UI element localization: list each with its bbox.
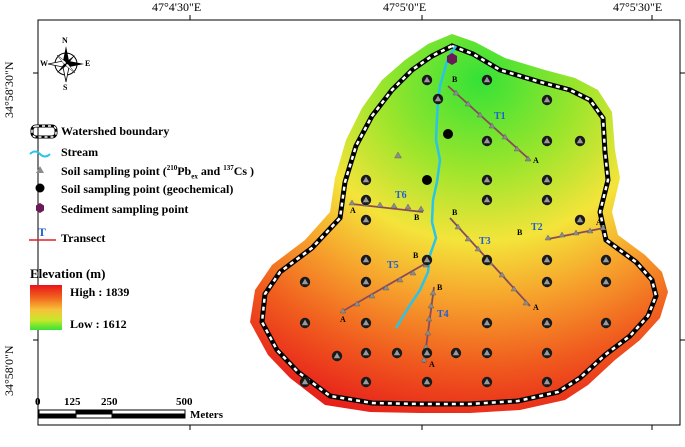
scale-tick-250: 250 bbox=[101, 396, 118, 408]
legend-stream-symbol bbox=[29, 150, 51, 158]
grid-sample-point bbox=[541, 94, 553, 106]
svg-text:A: A bbox=[429, 360, 435, 369]
scale-tick-125: 125 bbox=[64, 396, 81, 408]
elevation-title: Elevation (m) bbox=[30, 266, 106, 281]
transect-label-t2: T2 bbox=[531, 222, 543, 233]
longitude-label-3: 47°5'30"E bbox=[613, 0, 663, 14]
grid-sample-point bbox=[432, 93, 444, 105]
svg-text:B: B bbox=[413, 251, 419, 260]
scale-unit: Meters bbox=[190, 409, 223, 421]
legend-hexagon-symbol bbox=[36, 203, 44, 213]
grid-sample-point bbox=[574, 135, 586, 147]
scale-bar bbox=[38, 409, 186, 419]
grid-sample-point bbox=[360, 347, 372, 359]
grid-sample-point bbox=[421, 347, 433, 359]
legend-sediment-label: Sediment sampling point bbox=[61, 202, 189, 216]
grid-sample-point bbox=[360, 214, 372, 226]
grid-sample-point bbox=[360, 194, 372, 206]
grid-sample-point bbox=[541, 317, 553, 329]
grid-sample-point bbox=[600, 317, 612, 329]
grid-sample-point bbox=[450, 347, 462, 359]
legend-boundary-symbol bbox=[30, 124, 58, 139]
grid-sample-point bbox=[541, 194, 553, 206]
legend-triangle-symbol bbox=[36, 166, 44, 173]
svg-text:A: A bbox=[596, 218, 602, 227]
svg-text:B: B bbox=[414, 213, 420, 222]
grid-sample-point bbox=[360, 174, 372, 186]
grid-sample-point bbox=[360, 376, 372, 388]
grid-sample-point bbox=[541, 276, 553, 288]
grid-sample-point bbox=[481, 376, 493, 388]
transect-label-t3: T3 bbox=[479, 236, 491, 247]
grid-sample-point bbox=[391, 347, 403, 359]
grid-sample-point bbox=[481, 135, 493, 147]
grid-sample-point bbox=[481, 74, 493, 86]
longitude-label-1: 47°4'30"E bbox=[152, 0, 202, 14]
elevation-low-label: Low : 1612 bbox=[70, 317, 127, 331]
svg-text:A: A bbox=[533, 156, 539, 165]
elevation-color-ramp bbox=[30, 285, 62, 330]
grid-sample-point bbox=[481, 174, 493, 186]
scale-tick-500: 500 bbox=[176, 396, 193, 408]
transect-label-t4: T4 bbox=[437, 309, 449, 320]
legend-stream-label: Stream bbox=[61, 145, 99, 159]
grid-sample-point bbox=[574, 214, 586, 226]
scale-tick-0: 0 bbox=[35, 396, 41, 408]
svg-text:B: B bbox=[517, 228, 523, 237]
legend-soil-radionuclide-label: Soil sampling point (210Pbex and 137Cs ) bbox=[61, 164, 255, 181]
transect-label-t5: T5 bbox=[387, 260, 399, 271]
grid-sample-point bbox=[299, 317, 311, 329]
longitude-label-2: 47°5'0"E bbox=[383, 0, 427, 14]
svg-text:A: A bbox=[350, 206, 356, 215]
legend-watershed-label: Watershed boundary bbox=[61, 124, 170, 138]
transect-label-t1: T1 bbox=[494, 111, 506, 122]
geochemical-points bbox=[422, 129, 453, 185]
grid-sample-point bbox=[541, 135, 553, 147]
grid-sample-point bbox=[360, 254, 372, 266]
watershed-elevation bbox=[250, 34, 668, 413]
frame-ticks bbox=[33, 15, 685, 430]
north-arrow-n: N bbox=[62, 36, 68, 45]
grid-sample-point bbox=[360, 317, 372, 329]
north-arrow-s: S bbox=[63, 83, 68, 92]
elevation-high-label: High : 1839 bbox=[70, 285, 130, 299]
grid-sample-point bbox=[600, 276, 612, 288]
grid-sample-point bbox=[541, 254, 553, 266]
transect-labels: T1 T2 T3 T4 T5 T6 bbox=[387, 111, 543, 320]
grid-sample-point bbox=[421, 376, 433, 388]
legend-circle-symbol bbox=[35, 183, 45, 193]
stream bbox=[394, 45, 458, 329]
grid-sample-point bbox=[541, 376, 553, 388]
grid-sample-point bbox=[299, 276, 311, 288]
grid-sample-point bbox=[299, 376, 311, 388]
svg-text:B: B bbox=[452, 75, 458, 84]
sediment-point bbox=[447, 53, 457, 65]
svg-text:B: B bbox=[452, 208, 458, 217]
grid-sample-point bbox=[421, 74, 433, 86]
north-arrow-e: E bbox=[85, 59, 91, 68]
grid-sample-points bbox=[299, 74, 612, 388]
grid-sample-point bbox=[600, 254, 612, 266]
grid-sample-point bbox=[481, 347, 493, 359]
grid-sample-point bbox=[541, 347, 553, 359]
north-arrow-icon bbox=[47, 46, 84, 83]
transect-end-labels: B A B A B A B A B A B A bbox=[340, 75, 602, 369]
svg-text:A: A bbox=[533, 303, 539, 312]
svg-text:A: A bbox=[340, 315, 346, 324]
grid-sample-point bbox=[421, 254, 433, 266]
north-arrow-w: W bbox=[40, 59, 48, 68]
grid-sample-point bbox=[360, 276, 372, 288]
grid-sample-point bbox=[481, 194, 493, 206]
svg-text:B: B bbox=[437, 283, 443, 292]
grid-sample-point bbox=[481, 317, 493, 329]
grid-sample-point bbox=[541, 174, 553, 186]
legend-transect-label: Transect bbox=[61, 231, 106, 245]
legend-soil-geochem-label: Soil sampling point (geochemical) bbox=[61, 182, 234, 196]
grid-sample-point bbox=[331, 350, 343, 362]
transect-label-t6: T6 bbox=[395, 190, 407, 201]
legend-transect-t: T bbox=[38, 225, 46, 239]
grid-sample-point bbox=[481, 254, 493, 266]
